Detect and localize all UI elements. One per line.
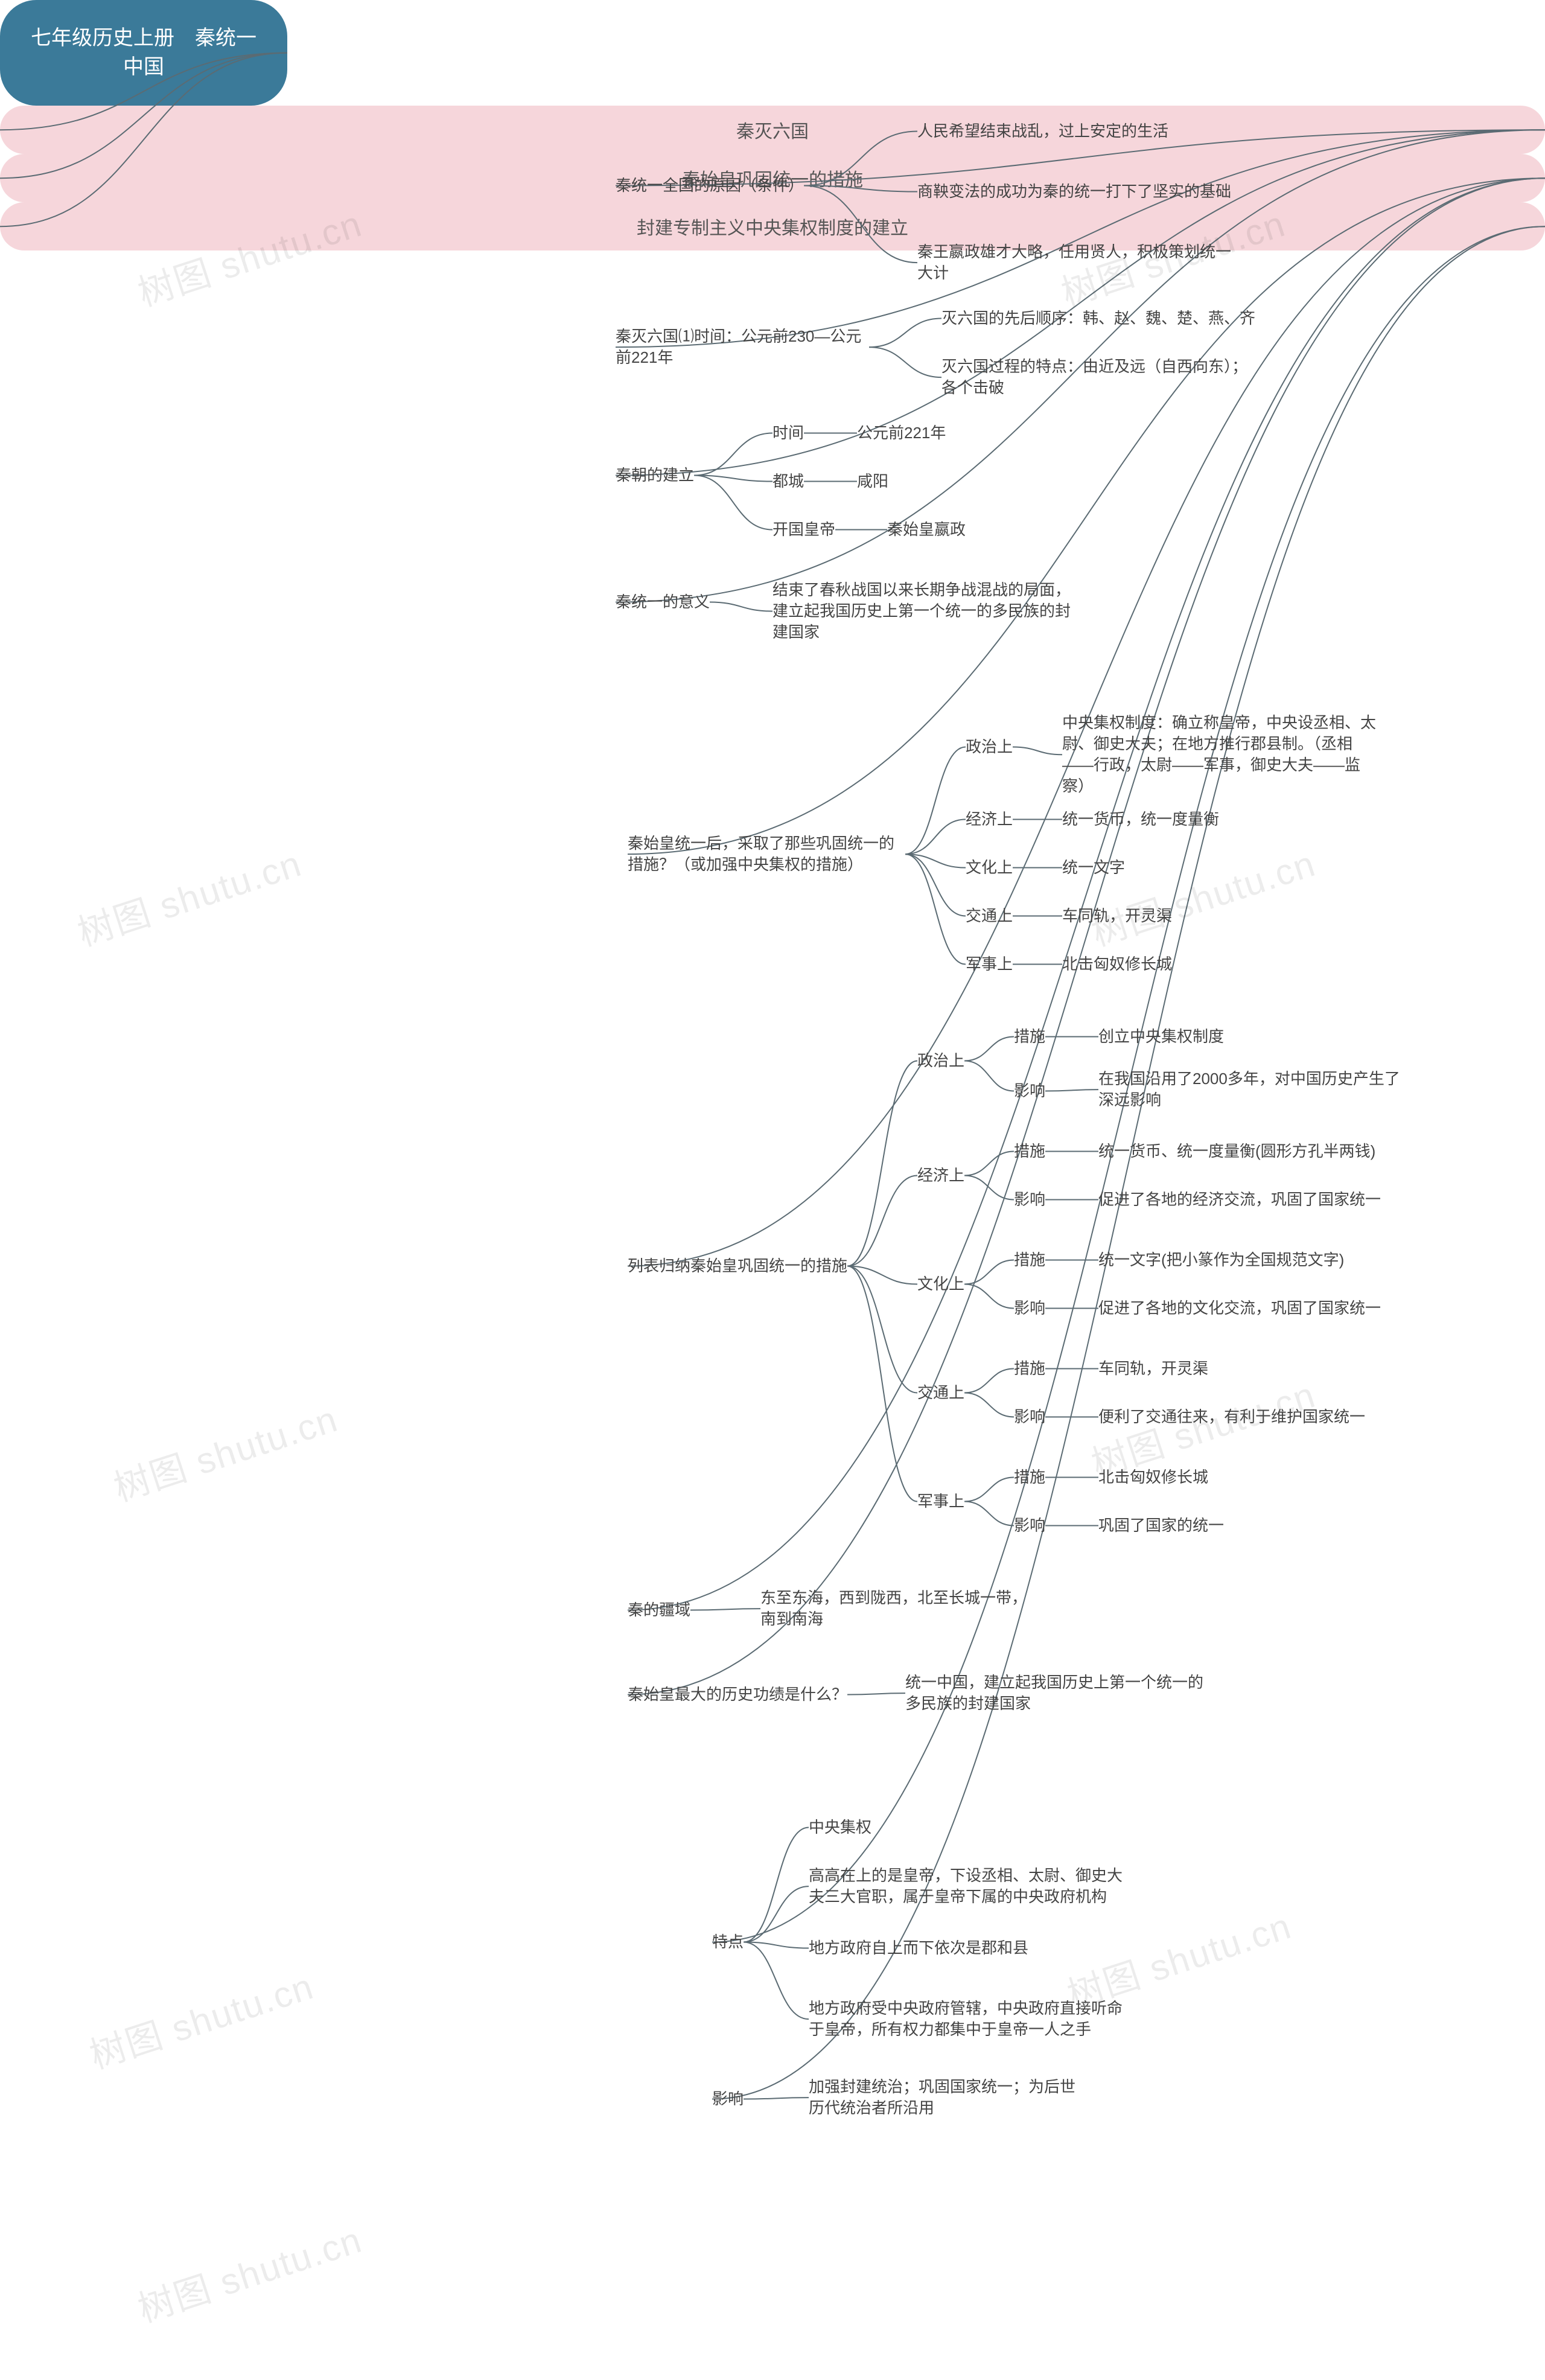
text-node: 地方政府自上而下依次是郡和县 [809, 1938, 1028, 1959]
category-node: 秦灭六国 [0, 106, 1545, 154]
text-node: 咸阳 [857, 471, 888, 492]
text-node: 措施 [1014, 1358, 1045, 1379]
text-node: 军事上 [917, 1491, 964, 1512]
text-node: 加强封建统治；巩固国家统一；为后世历代统治者所沿用 [809, 2076, 1086, 2119]
text-node: 统一文字(把小篆作为全国规范文字) [1098, 1249, 1344, 1271]
text-node: 北击匈奴修长城 [1098, 1467, 1208, 1488]
text-node: 秦始皇最大的历史功绩是什么？ [628, 1684, 847, 1705]
text-node: 统一货币，统一度量衡 [1062, 809, 1219, 830]
text-node: 时间 [772, 423, 804, 444]
category-node: 封建专制主义中央集权制度的建立 [0, 202, 1545, 250]
text-node: 促进了各地的文化交流，巩固了国家统一 [1098, 1298, 1381, 1319]
text-node: 文化上 [966, 857, 1013, 878]
text-node: 便利了交通往来，有利于维护国家统一 [1098, 1406, 1365, 1428]
text-node: 地方政府受中央政府管辖，中央政府直接听命于皇帝，所有权力都集中于皇帝一人之手 [809, 1998, 1123, 2040]
text-node: 秦灭六国⑴时间：公元前230—公元前221年 [616, 326, 869, 368]
text-node: 列表归纳秦始皇巩固统一的措施 [628, 1255, 847, 1277]
text-node: 政治上 [917, 1050, 964, 1071]
text-node: 东至东海，西到陇西，北至长城一带，南到南海 [760, 1587, 1038, 1630]
text-node: 秦朝的建立 [616, 465, 694, 486]
watermark: 树图 shutu.cn [106, 1390, 344, 1512]
text-node: 政治上 [966, 736, 1013, 758]
text-node: 措施 [1014, 1026, 1045, 1047]
text-node: 影响 [1014, 1406, 1045, 1428]
text-node: 影响 [1014, 1515, 1045, 1536]
text-node: 结束了春秋战国以来长期争战混战的局面，建立起我国历史上第一个统一的多民族的封建国… [772, 579, 1074, 643]
text-node: 措施 [1014, 1249, 1045, 1271]
text-node: 措施 [1014, 1467, 1045, 1488]
text-node: 公元前221年 [857, 423, 946, 444]
text-node: 秦统一的意义 [616, 592, 710, 613]
text-node: 开国皇帝 [772, 519, 835, 540]
text-node: 灭六国的先后顺序：韩、赵、魏、楚、燕、齐 [941, 308, 1255, 329]
text-node: 影响 [1014, 1080, 1045, 1102]
text-node: 经济上 [917, 1165, 964, 1186]
text-node: 影响 [1014, 1298, 1045, 1319]
watermark: 树图 shutu.cn [70, 835, 308, 957]
text-node: 创立中央集权制度 [1098, 1026, 1224, 1047]
text-node: 巩固了国家的统一 [1098, 1515, 1224, 1536]
text-node: 统一文字 [1062, 857, 1125, 878]
text-node: 人民希望结束战乱，过上安定的生活 [917, 121, 1168, 142]
text-node: 秦的疆域 [628, 1600, 690, 1621]
text-node: 中央集权 [809, 1817, 871, 1838]
text-node: 秦统一全国的原因（条件） [616, 175, 804, 196]
text-node: 统一货币、统一度量衡(圆形方孔半两钱) [1098, 1141, 1375, 1162]
text-node: 交通上 [917, 1382, 964, 1403]
text-node: 高高在上的是皇帝，下设丞相、太尉、御史大夫三大官职，属于皇帝下属的中央政府机构 [809, 1865, 1123, 1907]
text-node: 商鞅变法的成功为秦的统一打下了坚实的基础 [917, 181, 1231, 202]
text-node: 促进了各地的经济交流，巩固了国家统一 [1098, 1189, 1381, 1210]
mindmap-canvas: 树图 shutu.cn 树图 shutu.cn 树图 shutu.cn 树图 shut… [0, 0, 1545, 2380]
text-node: 北击匈奴修长城 [1062, 954, 1172, 975]
watermark: 树图 shutu.cn [130, 2211, 368, 2333]
text-node: 交通上 [966, 905, 1013, 927]
text-node: 车同轨，开灵渠 [1098, 1358, 1208, 1379]
text-node: 灭六国过程的特点：由近及远（自西向东）；各个击破 [941, 356, 1255, 398]
text-node: 秦始皇嬴政 [887, 519, 966, 540]
text-node: 影响 [1014, 1189, 1045, 1210]
text-node: 影响 [712, 2088, 744, 2110]
watermark: 树图 shutu.cn [82, 1957, 320, 2079]
text-node: 车同轨，开灵渠 [1062, 905, 1172, 927]
text-node: 军事上 [966, 954, 1013, 975]
text-node: 文化上 [917, 1274, 964, 1295]
root-node: 七年级历史上册 秦统一中国 [0, 0, 287, 106]
text-node: 特点 [712, 1932, 744, 1953]
text-node: 在我国沿用了2000多年，对中国历史产生了深远影响 [1098, 1068, 1400, 1111]
text-node: 措施 [1014, 1141, 1045, 1162]
text-node: 秦王嬴政雄才大略，任用贤人，积极策划统一大计 [917, 241, 1231, 284]
text-node: 秦始皇统一后，采取了那些巩固统一的措施？（或加强中央集权的措施） [628, 833, 905, 875]
text-node: 经济上 [966, 809, 1013, 830]
text-node: 都城 [772, 471, 804, 492]
text-node: 统一中国，建立起我国历史上第一个统一的多民族的封建国家 [905, 1672, 1207, 1714]
watermark: 树图 shutu.cn [1084, 835, 1322, 957]
text-node: 中央集权制度：确立称皇帝，中央设丞相、太尉、御史大夫；在地方推行郡县制。（丞相—… [1062, 712, 1376, 797]
